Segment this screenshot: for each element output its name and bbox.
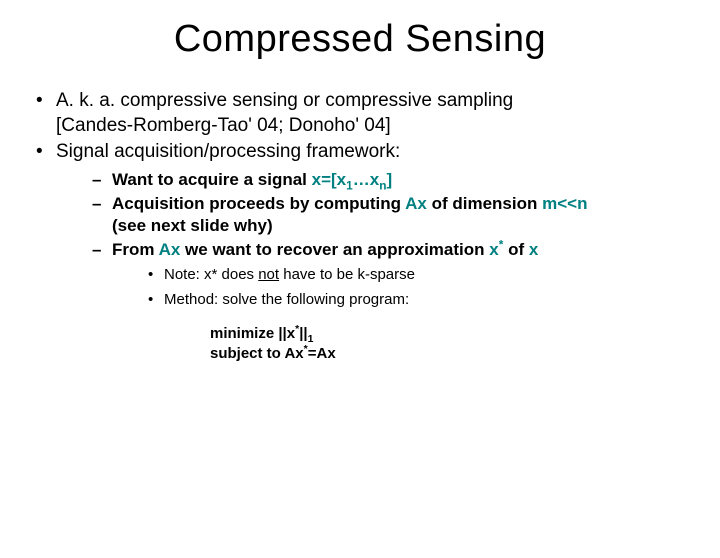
l1-item-aka: A. k. a. compressive sensing or compress… <box>30 89 690 138</box>
math-subject-to: subject to Ax*=Ax <box>210 344 720 364</box>
l1-aka-line2: [Candes-Romberg-Tao' 04; Donoho' 04] <box>56 115 391 136</box>
l2-rec-mid: we want to recover an approximation <box>180 240 489 259</box>
math-st-post: =Ax <box>308 345 336 362</box>
math-min-sub: 1 <box>308 333 314 345</box>
l3-note-pre: Note: x* does <box>164 266 258 283</box>
l2-item-recover: From Ax we want to recover an approximat… <box>90 239 690 310</box>
l2-rec-of: of <box>503 240 529 259</box>
l1-aka-line1: A. k. a. compressive sensing or compress… <box>56 90 513 111</box>
l2-acq-line2: (see next slide why) <box>112 216 273 235</box>
l3-note-not: not <box>258 266 279 283</box>
slide-title: Compressed Sensing <box>0 18 720 61</box>
l3-item-note: Note: x* does not have to be k-sparse <box>146 265 690 285</box>
l2-want-subn: n <box>379 178 386 192</box>
l2-acq-mn: m<<n <box>542 194 587 213</box>
l2-acq-mid: of dimension <box>427 194 542 213</box>
l2-want-x: x=[x1…xn] <box>312 170 393 189</box>
l2-rec-pre: From <box>112 240 159 259</box>
l3-note-post: have to be k-sparse <box>279 266 415 283</box>
l2-rec-ax: Ax <box>159 240 181 259</box>
slide: Compressed Sensing A. k. a. compressive … <box>0 18 720 558</box>
l2-want-sub1: 1 <box>346 178 353 192</box>
math-min-mid: || <box>299 325 307 342</box>
l2-acq-ax: Ax <box>405 194 427 213</box>
l2-want-x-pre: x=[x <box>312 170 347 189</box>
bullet-list-level3: Note: x* does not have to be k-sparse Me… <box>112 265 690 310</box>
l2-item-want: Want to acquire a signal x=[x1…xn] <box>90 169 690 191</box>
math-min-pre: minimize ||x <box>210 325 295 342</box>
l2-acq-pre: Acquisition proceeds by computing <box>112 194 405 213</box>
l2-rec-x: x <box>529 240 538 259</box>
l2-want-mid: …x <box>353 170 379 189</box>
l2-want-post: ] <box>387 170 393 189</box>
l1-framework-text: Signal acquisition/processing framework: <box>56 141 400 162</box>
l2-rec-xstar-x: x <box>489 240 498 259</box>
math-st-pre: subject to Ax <box>210 345 304 362</box>
l2-rec-xstar: x* <box>489 240 503 259</box>
math-minimize: minimize ||x*||1 <box>210 324 720 344</box>
bullet-list-level2: Want to acquire a signal x=[x1…xn] Acqui… <box>56 169 690 310</box>
l2-want-pre: Want to acquire a signal <box>112 170 312 189</box>
bullet-list-level1: A. k. a. compressive sensing or compress… <box>0 89 720 310</box>
l2-item-acquisition: Acquisition proceeds by computing Ax of … <box>90 193 690 237</box>
l1-item-framework: Signal acquisition/processing framework:… <box>30 140 690 310</box>
math-block: minimize ||x*||1 subject to Ax*=Ax <box>210 324 720 365</box>
l3-item-method: Method: solve the following program: <box>146 290 690 310</box>
